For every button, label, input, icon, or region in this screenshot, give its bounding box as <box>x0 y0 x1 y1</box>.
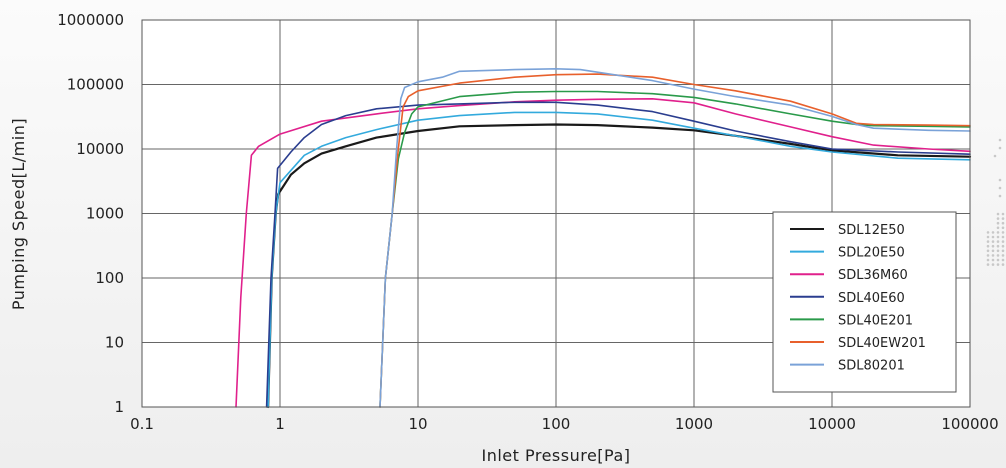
decorative-dot <box>996 231 1000 234</box>
series-line-sdl40ew201 <box>379 73 971 408</box>
decorative-dot <box>1001 212 1005 216</box>
decorative-dot <box>993 154 997 158</box>
series-line-sdl12e50 <box>267 123 972 409</box>
legend: SDL12E50 SDL20E50 SDL36M60 SDL40E60 SDL40E20… <box>772 211 957 393</box>
decorative-dot <box>996 235 1000 239</box>
decorative-dot <box>998 178 1002 182</box>
decorative-dot <box>1001 249 1005 253</box>
decorative-dot <box>996 240 1000 243</box>
legend-label: SDL80201 <box>838 359 905 374</box>
decorative-dot <box>986 249 990 253</box>
x-tick-label: 1 <box>275 415 285 433</box>
y-tick-label: 10 <box>105 334 124 352</box>
legend-label: SDL40E201 <box>838 313 913 328</box>
x-tick-labels: 0.1 1 10 100 1000 10000 100000 <box>130 415 999 433</box>
decorative-dot <box>998 194 1002 198</box>
decorative-dot <box>996 254 1000 257</box>
decorative-dot <box>986 231 990 234</box>
legend-items: SDL12E50 SDL20E50 SDL36M60 SDL40E60 SDL40E20… <box>790 223 926 374</box>
legend-box <box>772 211 957 393</box>
decorative-dot <box>998 138 1002 142</box>
decorative-dot <box>1001 263 1005 266</box>
series-lines <box>235 68 972 409</box>
decorative-dot <box>1001 221 1005 225</box>
decorative-dot <box>1001 235 1005 239</box>
decorative-dot <box>996 249 1000 253</box>
decorative-dot <box>998 146 1002 150</box>
y-tick-label: 100 <box>95 269 124 287</box>
decorative-dot <box>991 254 995 257</box>
decorative-dot <box>1001 240 1005 243</box>
decorative-dot <box>991 240 995 243</box>
legend-label: SDL40E60 <box>838 291 905 306</box>
decorative-dot <box>1001 258 1005 262</box>
decorative-dot <box>986 240 990 243</box>
decorative-dot <box>1001 217 1005 220</box>
decorative-dot <box>996 244 1000 248</box>
x-tick-label: 10000 <box>808 415 856 433</box>
y-tick-label: 1000000 <box>57 11 124 29</box>
y-tick-label: 10000 <box>76 140 124 158</box>
y-tick-label: 1 <box>114 398 124 416</box>
x-tick-label: 100 <box>542 415 571 433</box>
decorative-dot <box>1001 254 1005 257</box>
decorative-dot <box>991 231 995 234</box>
decorative-dot <box>991 263 995 266</box>
series-line-sdl20e50 <box>267 111 971 408</box>
y-tick-labels: 1 10 100 1000 10000 100000 1000000 <box>57 11 124 416</box>
y-axis-title: Pumping Speed[L/min] <box>9 118 28 310</box>
decorative-dot <box>991 258 995 262</box>
series-line-sdl40e60 <box>265 101 971 408</box>
legend-label: SDL12E50 <box>838 223 905 238</box>
decorative-dot <box>996 212 1000 216</box>
decorative-dot <box>996 217 1000 220</box>
decorative-dot <box>996 263 1000 266</box>
decorative-dot <box>991 249 995 253</box>
series-line-sdl80201 <box>379 68 971 408</box>
decorative-dots <box>986 138 1005 266</box>
x-axis-title: Inlet Pressure[Pa] <box>481 446 630 465</box>
decorative-dot <box>986 258 990 262</box>
y-tick-label: 100000 <box>67 76 124 94</box>
decorative-dot <box>996 226 1000 230</box>
x-tick-label: 100000 <box>941 415 998 433</box>
decorative-dot <box>996 258 1000 262</box>
plot-border <box>141 19 971 408</box>
decorative-dot <box>991 244 995 248</box>
x-tick-label: 1000 <box>675 415 713 433</box>
legend-label: SDL20E50 <box>838 246 905 261</box>
x-tick-label: 10 <box>408 415 427 433</box>
decorative-dot <box>996 221 1000 225</box>
decorative-dot <box>991 235 995 239</box>
legend-label: SDL36M60 <box>838 268 908 283</box>
decorative-dot <box>1001 226 1005 230</box>
x-tick-label: 0.1 <box>130 415 154 433</box>
decorative-dot <box>998 186 1002 190</box>
decorative-dot <box>986 235 990 239</box>
decorative-dot <box>986 254 990 257</box>
decorative-dot <box>1001 244 1005 248</box>
y-tick-label: 1000 <box>86 205 124 223</box>
decorative-dot <box>986 263 990 266</box>
legend-label: SDL40EW201 <box>838 336 926 351</box>
decorative-dot <box>986 244 990 248</box>
decorative-dot <box>1001 231 1005 234</box>
